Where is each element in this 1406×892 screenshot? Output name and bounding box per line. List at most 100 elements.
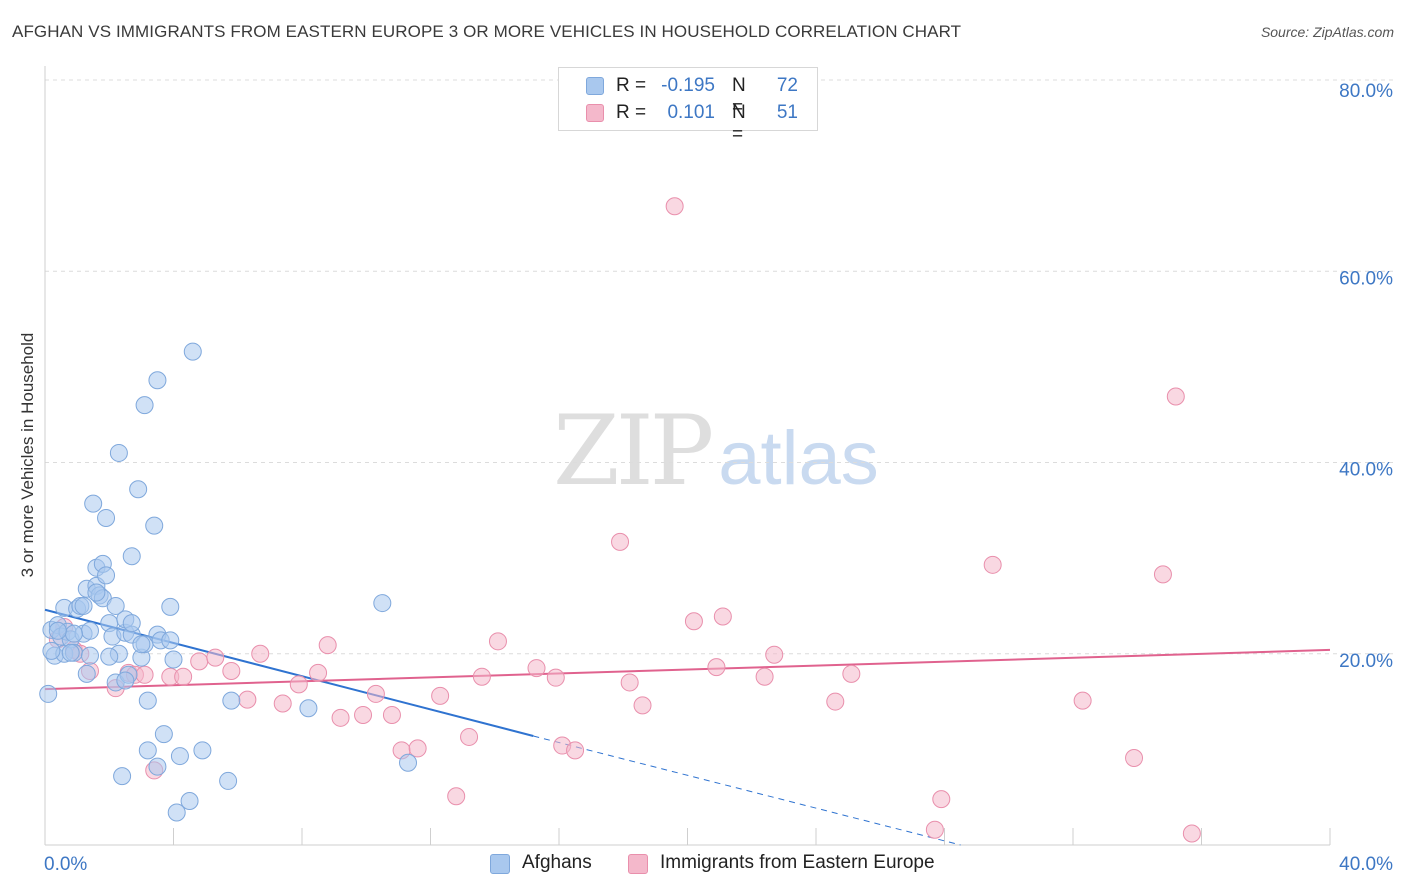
eastern-europe-point (707, 658, 726, 677)
source-label: Source: ZipAtlas.com (1260, 24, 1394, 40)
eastern-europe-point (1125, 748, 1144, 767)
stats-box: R = -0.195 N = 72 R = 0.101 N = 51 (558, 67, 818, 145)
afghans-point (97, 508, 116, 527)
afghans-point (113, 767, 132, 786)
afghans-point (148, 371, 167, 390)
afghans-point (109, 443, 128, 462)
axes (44, 66, 1331, 846)
eastern-europe-point (174, 667, 193, 686)
eastern-europe-point (684, 612, 703, 631)
r-value: 0.101 (667, 102, 715, 123)
eastern-europe-point (546, 668, 565, 687)
afghans-point (138, 741, 157, 760)
eastern-europe-point (488, 632, 507, 651)
eastern-europe-point (354, 705, 373, 724)
afghans-point (80, 646, 99, 665)
eastern-europe-point (566, 741, 585, 760)
eastern-europe-point (135, 665, 154, 684)
eastern-europe-point (925, 820, 944, 839)
eastern-europe-point (206, 648, 225, 667)
afghans-point (373, 594, 392, 613)
r-label: R = (616, 102, 647, 123)
x-tick-label: 40.0% (1339, 854, 1393, 875)
afghans-point (135, 396, 154, 415)
eastern-europe-point (318, 636, 337, 655)
afghans-point (61, 643, 80, 662)
y-tick-label: 60.0% (1339, 268, 1393, 289)
x-tick-label: 0.0% (44, 854, 87, 875)
afghans-point (48, 621, 67, 640)
eastern-europe-point (633, 696, 652, 715)
tick-labels: 20.0% 40.0% 60.0% 80.0% 0.0% 40.0% (44, 81, 1393, 875)
stats-swatch-afghans (586, 77, 604, 95)
eastern-europe-point (1073, 691, 1092, 710)
afghans-point (193, 741, 212, 760)
stats-swatch-eastern-europe (586, 104, 604, 122)
n-value: 51 (776, 102, 798, 123)
afghans-point (122, 614, 141, 633)
trend-lines (44, 608, 1331, 846)
trend-line-eastern-europe (44, 648, 1331, 691)
afghans-point (84, 494, 103, 513)
afghans-point (183, 342, 202, 361)
eastern-europe-point (755, 667, 774, 686)
eastern-europe-point (331, 708, 350, 727)
eastern-europe-point (620, 673, 639, 692)
afghans-point (42, 641, 61, 660)
afghans-point (219, 771, 238, 790)
eastern-europe-point (713, 607, 732, 626)
afghans-point (80, 621, 99, 640)
afghans-point (222, 691, 241, 710)
afghans-point (161, 631, 180, 650)
eastern-europe-point (251, 644, 270, 663)
eastern-europe-point (826, 692, 845, 711)
n-label: N = (732, 75, 746, 118)
eastern-europe-point (447, 787, 466, 806)
eastern-europe-point (611, 532, 630, 551)
n-label: N = (732, 102, 746, 145)
afghans-point (138, 691, 157, 710)
eastern-europe-point (983, 555, 1002, 574)
afghans-point (399, 753, 418, 772)
eastern-europe-point (1182, 824, 1201, 843)
afghans-point (106, 596, 125, 615)
afghans-point (132, 635, 151, 654)
afghans-point (64, 624, 83, 643)
gridlines (45, 79, 1393, 655)
eastern-europe-point (222, 661, 241, 680)
afghans-point (116, 671, 135, 690)
afghans-point (170, 747, 189, 766)
eastern-europe-point (273, 694, 292, 713)
afghans-point (299, 699, 318, 718)
eastern-europe-point (665, 197, 684, 216)
eastern-europe-point (289, 675, 308, 694)
afghans-point (161, 597, 180, 616)
n-value: 72 (776, 75, 798, 96)
eastern-europe-point (460, 727, 479, 746)
afghans-point (77, 664, 96, 683)
eastern-europe-point (1153, 565, 1172, 584)
r-label: R = (616, 75, 647, 96)
afghans-point (145, 516, 164, 535)
afghans-point (167, 803, 186, 822)
legend-label: Afghans (522, 852, 592, 873)
eastern-europe-point (408, 739, 427, 758)
eastern-europe-point (382, 705, 401, 724)
legend-swatch-eastern-europe (628, 854, 648, 874)
legend-swatch-afghans (490, 854, 510, 874)
y-tick-label: 40.0% (1339, 460, 1393, 481)
trend-line-extension (533, 735, 961, 846)
legend-label: Immigrants from Eastern Europe (660, 852, 935, 873)
eastern-europe-point (932, 790, 951, 809)
afghans-point (74, 596, 93, 615)
afghans-point (100, 647, 119, 666)
y-tick-label: 80.0% (1339, 81, 1393, 102)
eastern-europe-point (190, 652, 209, 671)
afghans-point (148, 757, 167, 776)
chart-title: AFGHAN VS IMMIGRANTS FROM EASTERN EUROPE… (12, 22, 962, 41)
eastern-europe-point (842, 664, 861, 683)
afghans-point (154, 725, 173, 744)
eastern-europe-point (366, 684, 385, 703)
afghans-point (129, 480, 148, 499)
